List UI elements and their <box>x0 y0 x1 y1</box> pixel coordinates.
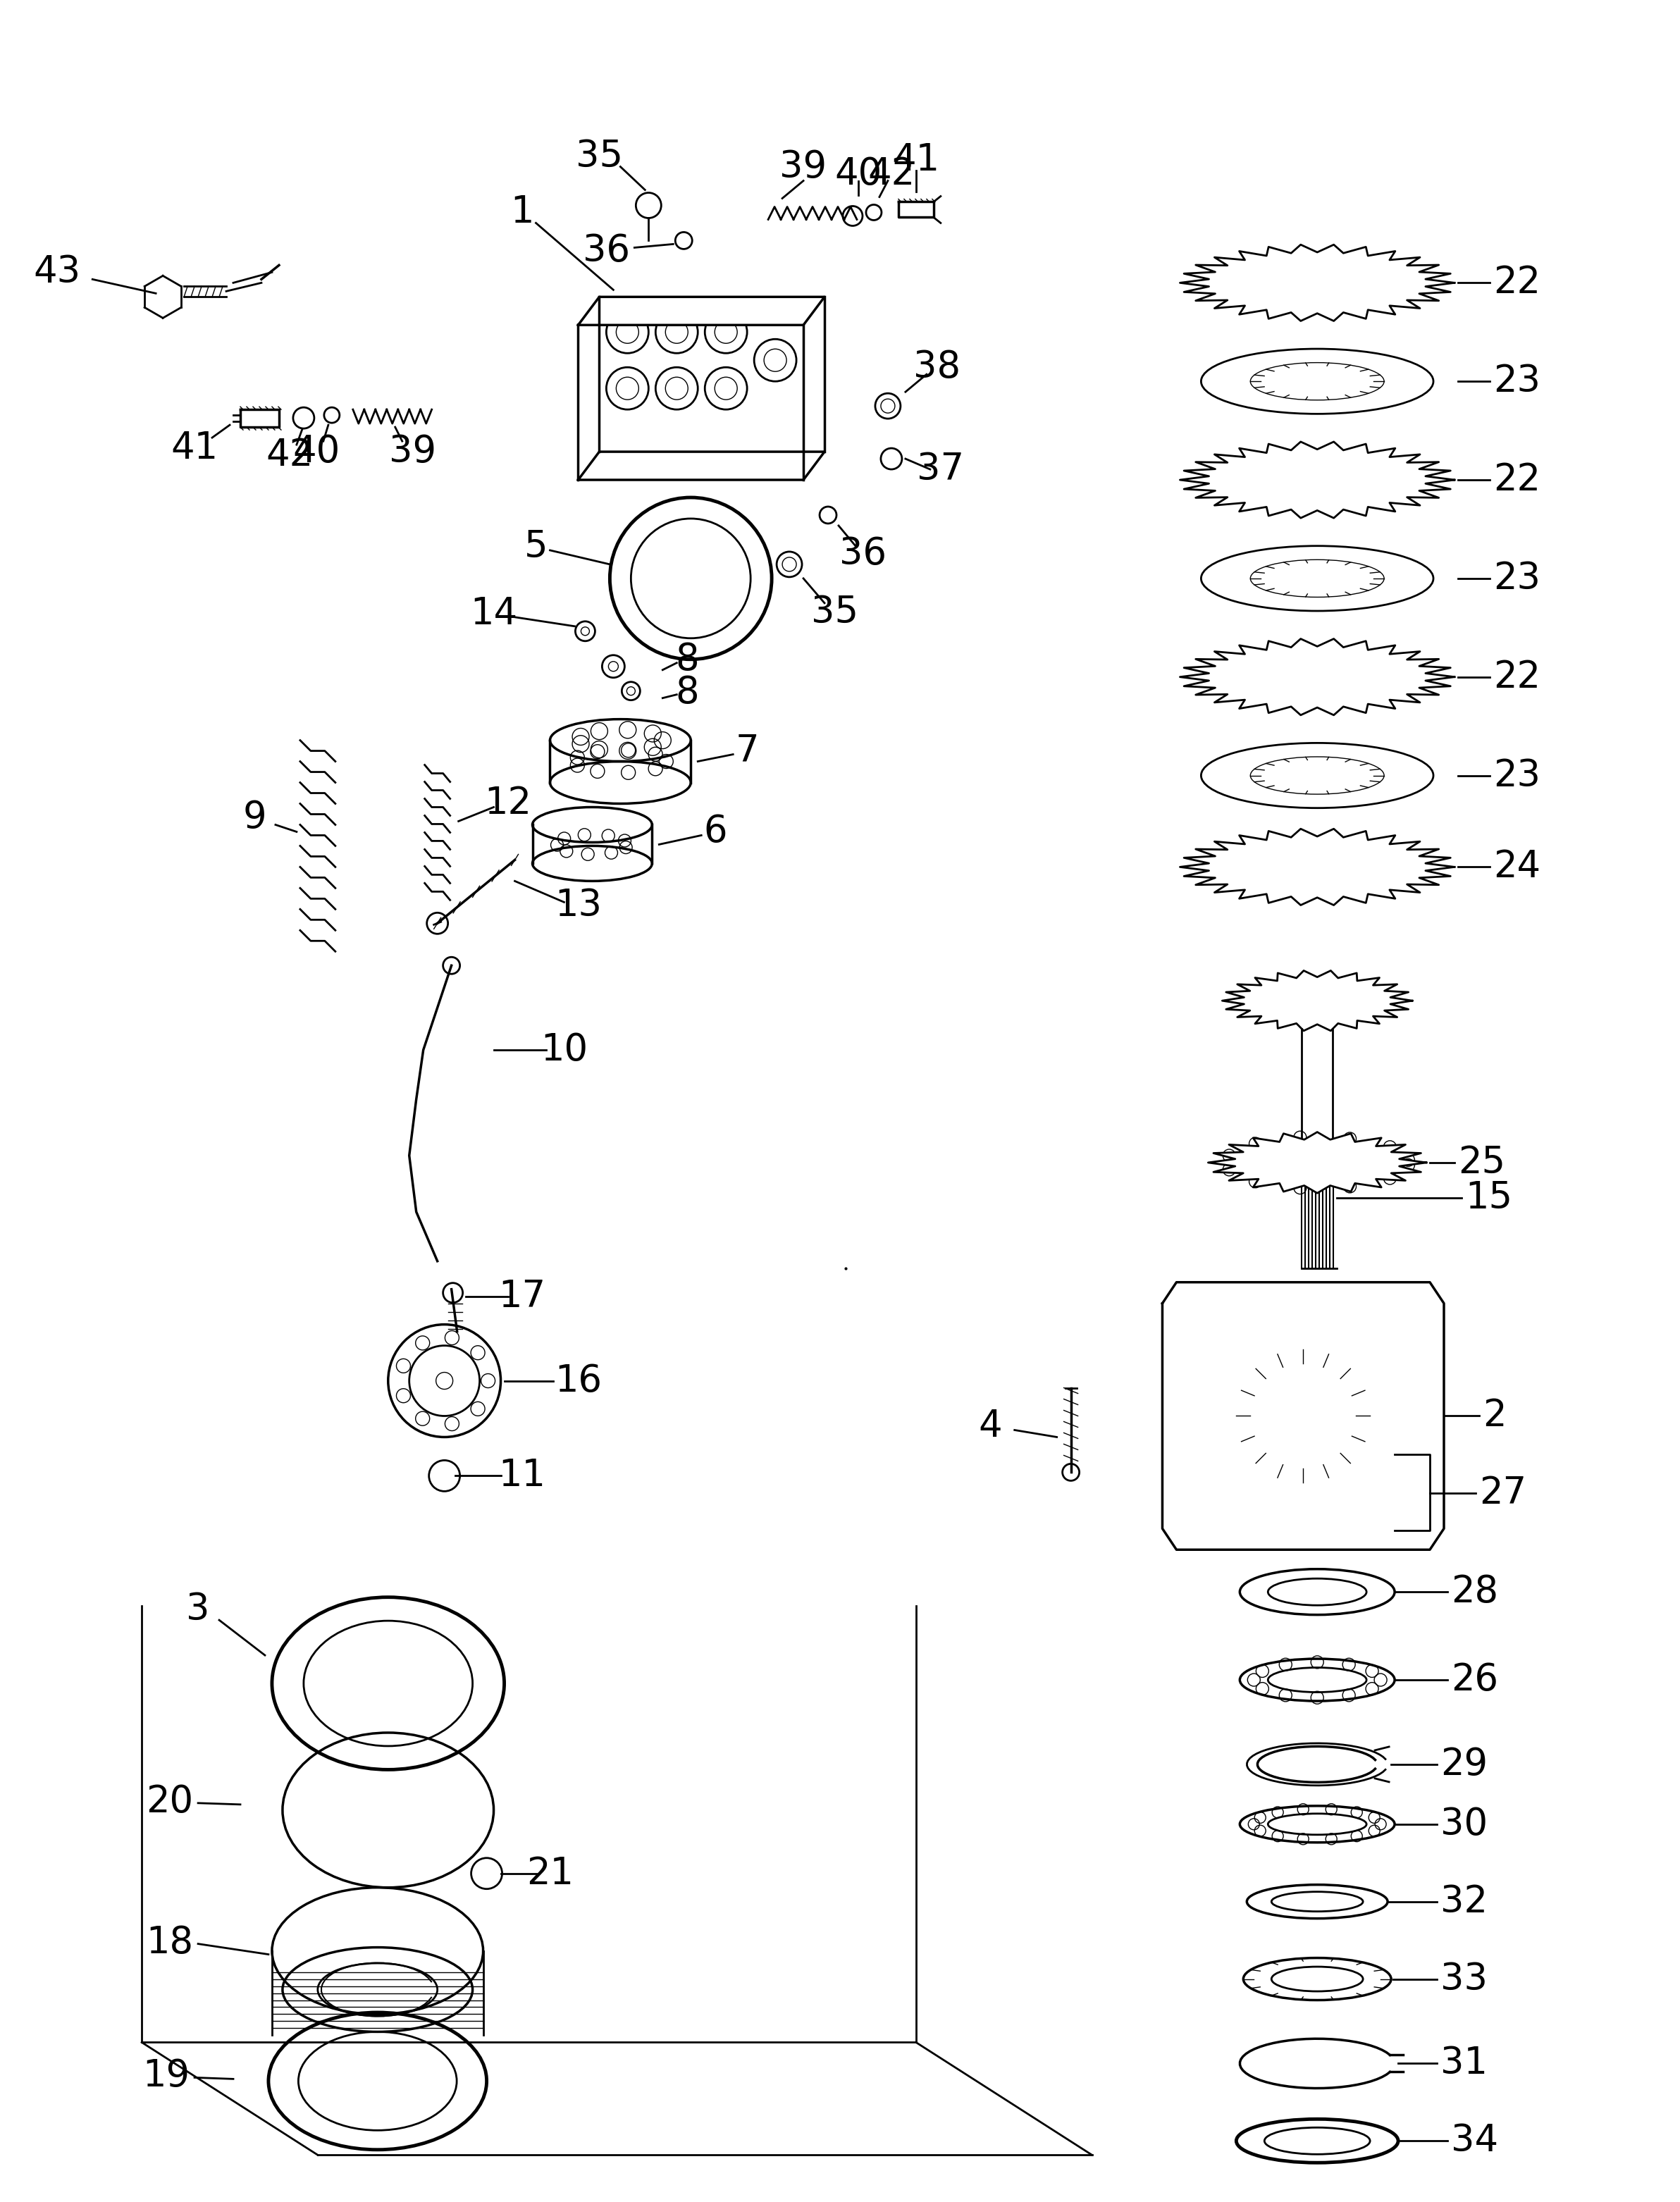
Text: 27: 27 <box>1478 1475 1527 1513</box>
Text: 28: 28 <box>1452 1574 1499 1610</box>
Text: 5: 5 <box>524 528 548 566</box>
Text: 22: 22 <box>1494 264 1541 302</box>
Text: 13: 13 <box>554 887 601 925</box>
Text: 26: 26 <box>1452 1663 1499 1698</box>
Text: 29: 29 <box>1440 1746 1488 1784</box>
Text: 14: 14 <box>470 595 517 632</box>
Text: 36: 36 <box>583 233 630 269</box>
Text: 41: 41 <box>171 429 218 467</box>
Polygon shape <box>578 297 825 326</box>
Text: 39: 39 <box>390 434 437 469</box>
Text: 32: 32 <box>1440 1883 1487 1920</box>
Text: 20: 20 <box>146 1784 193 1821</box>
Text: 9: 9 <box>242 799 265 837</box>
Text: 31: 31 <box>1440 2046 1487 2081</box>
Text: 37: 37 <box>917 451 964 487</box>
Polygon shape <box>240 410 279 427</box>
Text: 11: 11 <box>499 1458 546 1495</box>
Text: 8: 8 <box>675 641 699 678</box>
Text: 8: 8 <box>675 674 699 711</box>
Polygon shape <box>1179 443 1455 517</box>
Text: 3: 3 <box>186 1592 210 1627</box>
Text: 22: 22 <box>1494 462 1541 498</box>
Polygon shape <box>1179 639 1455 716</box>
Text: 30: 30 <box>1440 1806 1488 1843</box>
Polygon shape <box>1179 244 1455 321</box>
Text: 23: 23 <box>1494 363 1541 401</box>
Text: 18: 18 <box>146 1925 193 1960</box>
Text: 24: 24 <box>1494 848 1541 885</box>
Polygon shape <box>899 203 934 218</box>
Text: 42: 42 <box>265 436 312 473</box>
Polygon shape <box>1208 1132 1426 1193</box>
Text: 39: 39 <box>780 148 827 185</box>
Text: 35: 35 <box>811 595 858 630</box>
Text: 1: 1 <box>511 194 534 231</box>
Text: 35: 35 <box>576 139 623 174</box>
Text: 43: 43 <box>34 253 81 291</box>
Text: 15: 15 <box>1465 1180 1512 1216</box>
Text: 34: 34 <box>1452 2123 1499 2160</box>
Text: 40: 40 <box>835 156 882 192</box>
Text: 17: 17 <box>499 1277 546 1315</box>
Text: 40: 40 <box>292 434 339 469</box>
Text: 41: 41 <box>892 141 939 178</box>
Polygon shape <box>1179 828 1455 905</box>
Polygon shape <box>1163 1282 1443 1550</box>
Text: 2: 2 <box>1483 1398 1507 1434</box>
Text: 36: 36 <box>840 535 887 573</box>
Text: 42: 42 <box>869 156 916 192</box>
Text: 19: 19 <box>143 2059 190 2094</box>
Text: 25: 25 <box>1458 1145 1505 1180</box>
Text: 10: 10 <box>541 1033 588 1068</box>
Text: 23: 23 <box>1494 559 1541 597</box>
Text: 38: 38 <box>914 348 961 385</box>
Text: 6: 6 <box>704 813 727 850</box>
Text: 21: 21 <box>526 1854 573 1892</box>
Text: 22: 22 <box>1494 658 1541 696</box>
Polygon shape <box>1223 971 1413 1031</box>
Text: 12: 12 <box>484 786 531 821</box>
Text: 33: 33 <box>1440 1960 1487 1997</box>
Text: 23: 23 <box>1494 757 1541 793</box>
Text: 4: 4 <box>978 1409 1001 1445</box>
Text: 7: 7 <box>736 733 759 768</box>
Text: 16: 16 <box>554 1363 601 1398</box>
